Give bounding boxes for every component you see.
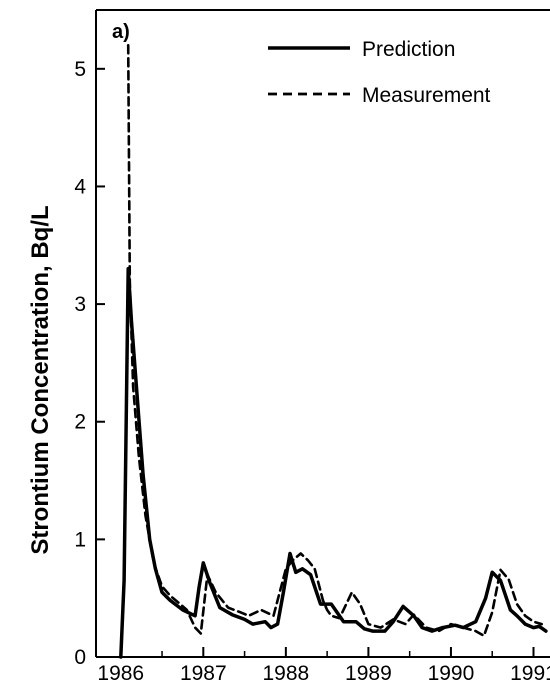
y-tick-label: 2 — [74, 411, 86, 434]
legend-label-measurement: Measurement — [362, 84, 491, 107]
x-tick-label: 1991 — [510, 662, 550, 685]
series-layer — [119, 44, 548, 659]
x-tick-label: 1989 — [345, 662, 392, 685]
series-line-measurement — [126, 44, 543, 638]
legend: Prediction Measurement — [268, 38, 491, 107]
y-tick-label: 3 — [74, 293, 86, 316]
x-tick-label: 1987 — [180, 662, 227, 685]
y-tick-label: 4 — [74, 175, 86, 198]
y-tick-label: 0 — [74, 646, 86, 669]
y-axis-label: Strontium Concentration, Bq/L — [27, 205, 54, 554]
x-tick-label: 1988 — [262, 662, 309, 685]
legend-label-prediction: Prediction — [362, 38, 455, 61]
x-tick-label: 1986 — [97, 662, 144, 685]
panel-label: a) — [112, 21, 130, 43]
y-tick-label: 1 — [74, 528, 86, 551]
x-tick-label: 1990 — [428, 662, 475, 685]
y-tick-label: 5 — [74, 58, 86, 81]
series-line-prediction — [119, 267, 548, 659]
